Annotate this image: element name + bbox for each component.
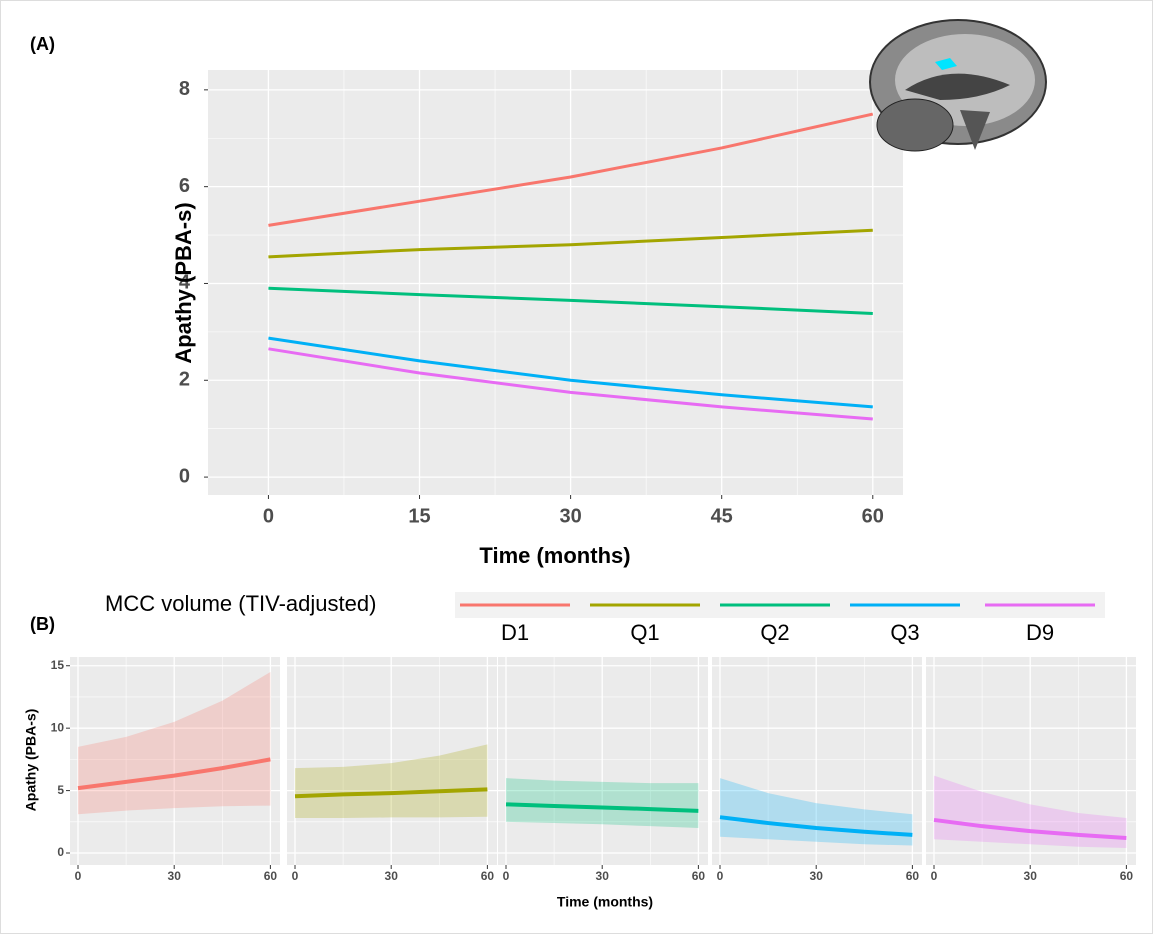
x-tick-label: 60 xyxy=(264,869,278,883)
y-axis-label: Apathy (PBA-s) xyxy=(23,709,39,812)
x-tick-label: 0 xyxy=(263,505,274,527)
line xyxy=(505,802,699,813)
x-tick-label: 0 xyxy=(717,869,724,883)
y-tick-label: 2 xyxy=(179,369,190,391)
line xyxy=(268,347,873,421)
x-tick-label: 60 xyxy=(481,869,495,883)
legend-label: Q2 xyxy=(760,620,789,645)
x-axis-label: Time (months) xyxy=(479,543,630,568)
y-tick-label: 4 xyxy=(179,272,191,294)
line xyxy=(933,817,1127,841)
x-tick-label: 60 xyxy=(906,869,920,883)
legend-label: Q3 xyxy=(890,620,919,645)
x-tick-label: 0 xyxy=(503,869,510,883)
line xyxy=(77,757,271,791)
x-tick-label: 45 xyxy=(711,505,733,527)
x-tick-label: 30 xyxy=(596,869,610,883)
plot-background xyxy=(208,70,903,495)
line xyxy=(268,336,873,409)
x-tick-label: 60 xyxy=(862,505,884,527)
brain-image xyxy=(869,19,1047,152)
plot-background xyxy=(70,657,280,865)
x-axis-label: Time (months) xyxy=(557,894,653,910)
x-tick-label: 60 xyxy=(692,869,706,883)
plot-background xyxy=(712,657,922,865)
x-tick-label: 0 xyxy=(75,869,82,883)
y-tick-label: 8 xyxy=(179,78,190,100)
y-tick-label: 6 xyxy=(179,175,190,197)
legend-title: MCC volume (TIV-adjusted) xyxy=(105,591,376,616)
x-tick-label: 30 xyxy=(168,869,182,883)
x-tick-label: 30 xyxy=(810,869,824,883)
y-tick-label: 0 xyxy=(179,465,190,487)
y-tick-label: 15 xyxy=(51,658,65,672)
line xyxy=(268,112,874,227)
confidence-ribbon xyxy=(720,778,913,846)
line xyxy=(268,286,873,315)
line xyxy=(719,815,913,837)
plot-background xyxy=(498,657,708,865)
x-tick-label: 0 xyxy=(292,869,299,883)
confidence-ribbon xyxy=(78,671,271,815)
line xyxy=(294,787,488,799)
y-tick-label: 10 xyxy=(51,720,65,734)
confidence-ribbon xyxy=(295,744,488,819)
plot-background xyxy=(287,657,497,865)
confidence-ribbon xyxy=(506,778,699,829)
confidence-ribbon xyxy=(934,775,1127,849)
y-tick-label: 0 xyxy=(57,845,64,859)
legend-label: D9 xyxy=(1026,620,1054,645)
legend-label: D1 xyxy=(501,620,529,645)
x-tick-label: 60 xyxy=(1120,869,1134,883)
x-tick-label: 15 xyxy=(408,505,430,527)
x-tick-label: 0 xyxy=(931,869,938,883)
x-tick-label: 30 xyxy=(385,869,399,883)
y-axis-label: Apathy (PBA-s) xyxy=(171,202,196,363)
legend-label: Q1 xyxy=(630,620,659,645)
panel-label: (A) xyxy=(30,34,55,54)
panel-label: (B) xyxy=(30,614,55,634)
x-tick-label: 30 xyxy=(1024,869,1038,883)
y-tick-label: 5 xyxy=(57,783,64,797)
x-tick-label: 30 xyxy=(559,505,581,527)
line xyxy=(268,228,873,259)
